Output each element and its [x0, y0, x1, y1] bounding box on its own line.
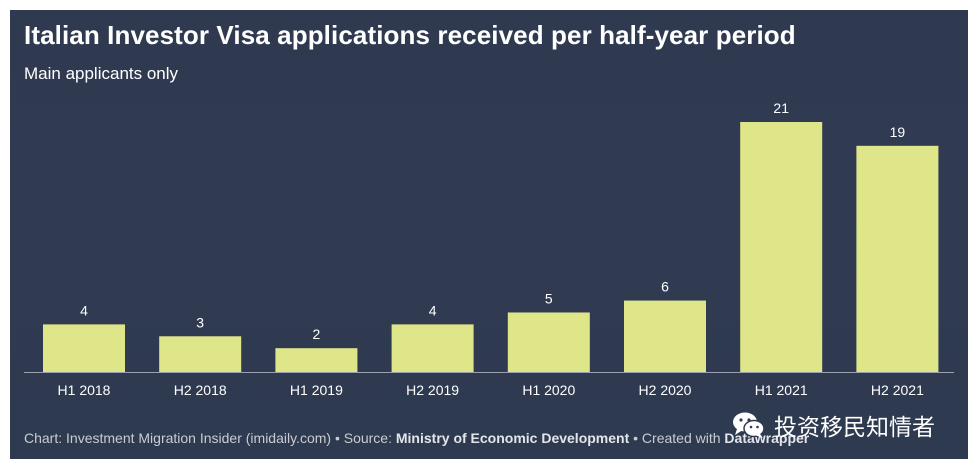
x-tick-label: H2 2018: [174, 382, 227, 398]
x-tick-label: H1 2018: [58, 382, 111, 398]
x-tick-label: H1 2019: [290, 382, 343, 398]
data-label: 5: [545, 290, 553, 306]
bar-h1-2018[interactable]: [43, 324, 125, 372]
x-tick-label: H2 2021: [871, 382, 924, 398]
data-label: 21: [773, 100, 789, 116]
footer-created-with: • Created with: [629, 430, 725, 446]
bar-h2-2018[interactable]: [159, 336, 242, 372]
x-tick-label: H1 2021: [755, 382, 808, 398]
chart-title: Italian Investor Visa applications recei…: [24, 20, 796, 50]
bar-h1-2021[interactable]: [740, 122, 823, 372]
chart-footer: Chart: Investment Migration Insider (imi…: [24, 430, 809, 446]
footer-source[interactable]: Ministry of Economic Development: [395, 430, 630, 446]
data-label: 2: [313, 326, 321, 342]
data-label: 6: [661, 279, 669, 295]
data-label: 4: [429, 302, 437, 318]
x-tick-label: H2 2019: [406, 382, 459, 398]
data-label: 19: [890, 124, 906, 140]
wechat-icon: [733, 412, 765, 438]
footer-credit: Chart: Investment Migration Insider (imi…: [24, 430, 396, 446]
bar-chart: 4 H1 2018 3 H2 2018 2 H1 2019 4 H2 2019 5 H1 2020…: [24, 100, 954, 398]
data-label: 4: [80, 302, 88, 318]
bar-h2-2020[interactable]: [624, 300, 706, 372]
bar-h1-2019[interactable]: [275, 348, 358, 372]
x-tick-label: H1 2020: [522, 382, 575, 398]
bar-h2-2021[interactable]: [856, 145, 939, 372]
chart-subtitle: Main applicants only: [24, 64, 179, 83]
wechat-watermark: 投资移民知情者: [732, 408, 935, 442]
data-label: 3: [196, 314, 204, 330]
watermark-text: 投资移民知情者: [774, 415, 935, 441]
bar-h2-2019[interactable]: [391, 324, 474, 372]
chart-frame: Italian Investor Visa applications recei…: [10, 10, 968, 459]
x-tick-label: H2 2020: [639, 382, 692, 398]
bar-h1-2020[interactable]: [507, 312, 590, 372]
